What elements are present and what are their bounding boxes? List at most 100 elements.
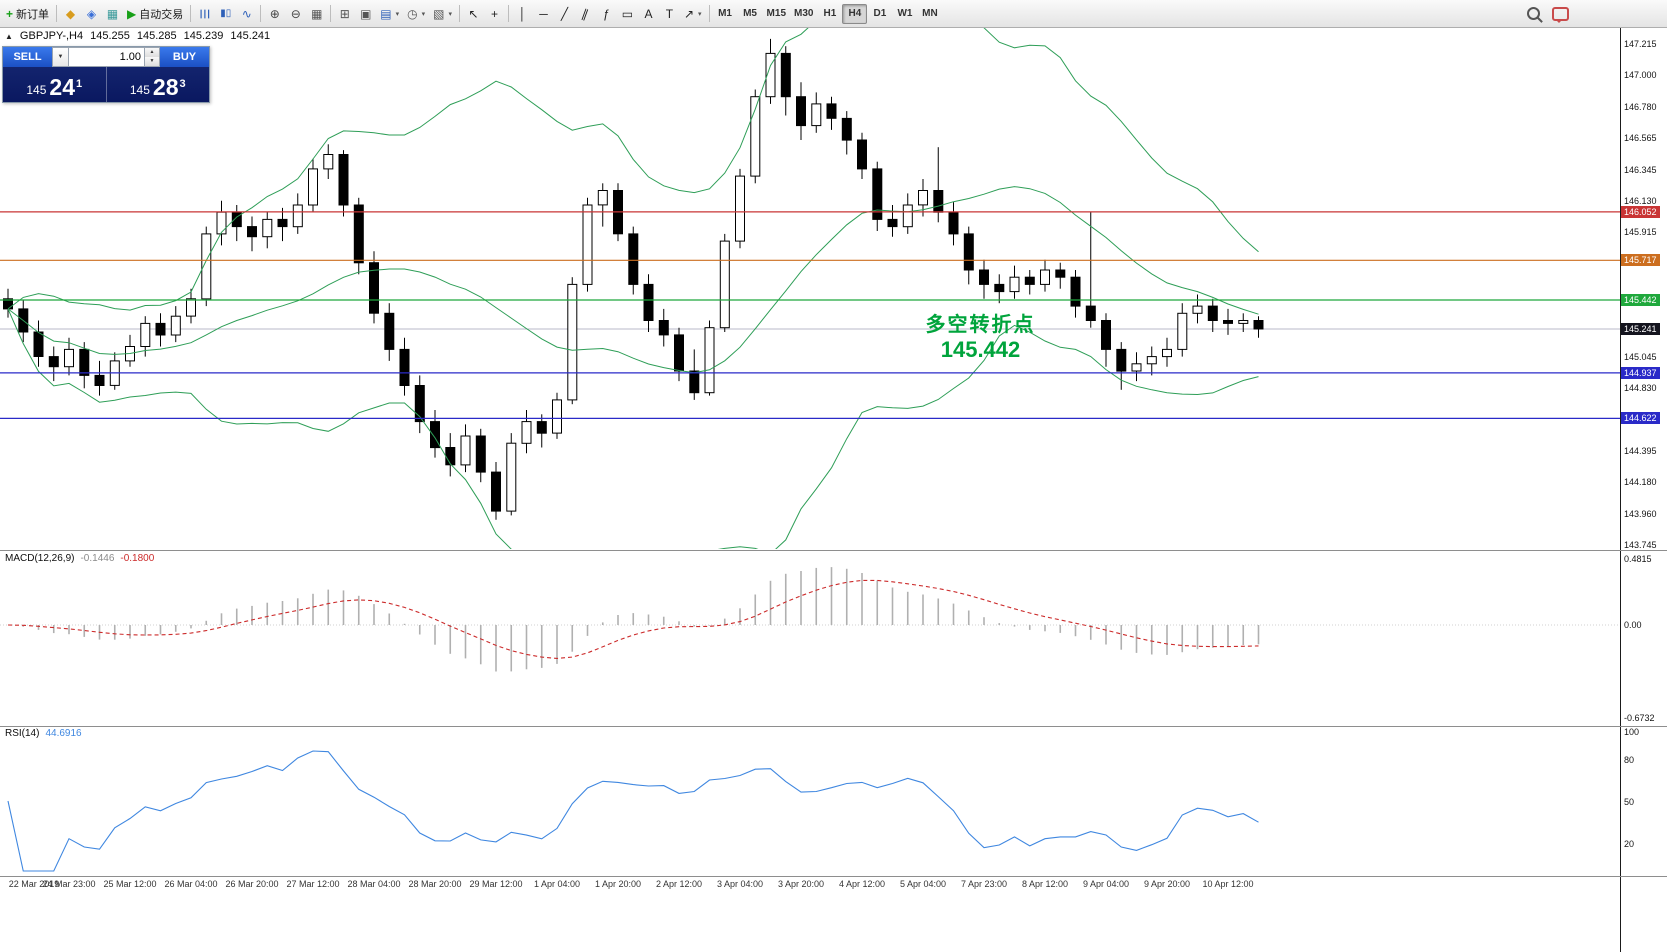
toolbar-separator	[507, 5, 509, 22]
timeframe-w1-button[interactable]: W1	[892, 4, 917, 24]
time-axis-label: 29 Mar 12:00	[469, 879, 522, 889]
text-icon: A	[644, 6, 653, 21]
price-axis-label: 144.180	[1624, 477, 1657, 488]
candle-body	[262, 218, 273, 238]
fibonacci-icon: ƒ	[603, 6, 610, 21]
candle-body	[1116, 348, 1127, 372]
timeframe-mn-button[interactable]: MN	[917, 4, 942, 24]
candle-body	[582, 204, 593, 285]
buy-price-button[interactable]: 145 28 3	[107, 67, 210, 102]
candle-body	[384, 312, 395, 350]
time-axis-label: 1 Apr 04:00	[534, 879, 580, 889]
candle-body	[719, 240, 730, 329]
price-axis-label: 146.345	[1624, 164, 1657, 175]
vertical-line-icon: │	[518, 6, 527, 21]
timeframe-m1-button[interactable]: M1	[713, 4, 738, 24]
zoom-out-icon: ⊖	[290, 6, 301, 21]
timeframe-m30-button[interactable]: M30	[790, 4, 817, 24]
new-order-button[interactable]: + 新订单	[2, 3, 53, 24]
tile-windows-icon[interactable]: ⊞	[334, 3, 355, 24]
chat-icon[interactable]	[1548, 3, 1573, 24]
ohlc-open: 145.255	[90, 30, 130, 42]
volume-up-icon[interactable]: ▲	[145, 48, 159, 57]
fibonacci-icon[interactable]: ƒ	[596, 3, 617, 24]
candle-body	[872, 168, 883, 220]
candle-body	[521, 421, 532, 444]
macd-scale-label: 0.4815	[1624, 554, 1652, 564]
zoom-in-icon[interactable]: ⊕	[264, 3, 285, 24]
sell-button[interactable]: SELL	[3, 47, 52, 67]
candle-body	[338, 154, 349, 206]
market-watch-icon[interactable]: ◆	[60, 3, 81, 24]
trade-panel-price-row: 145 24 1 145 28 3	[3, 67, 209, 102]
horizontal-line-icon[interactable]: ─	[533, 3, 554, 24]
shapes-icon[interactable]: ▭	[617, 3, 638, 24]
cascade-windows-icon: ▣	[360, 6, 372, 21]
trade-panel-top-row: SELL ▼ ▲ ▼ BUY	[3, 47, 209, 67]
price-axis[interactable]: 147.215 147.000 146.780 146.565 146.345 146.1…	[1620, 27, 1667, 952]
autotrading-button[interactable]: ▶ 自动交易	[123, 3, 187, 24]
toolbar-right-group	[1523, 3, 1573, 24]
templates-button[interactable]: ▧ ▾	[429, 3, 456, 24]
zoom-out-icon[interactable]: ⊖	[285, 3, 306, 24]
cascade-windows-icon[interactable]: ▣	[355, 3, 376, 24]
channel-icon: ∥	[580, 5, 591, 22]
candle-body	[704, 327, 715, 394]
sell-price-button[interactable]: 145 24 1	[3, 67, 107, 102]
candle-body	[414, 385, 425, 423]
grid-icon: ▦	[311, 6, 323, 21]
price-axis-label: 146.780	[1624, 101, 1657, 112]
channel-icon[interactable]: ∥	[575, 3, 596, 24]
candle-body	[902, 204, 913, 228]
volume-dropdown[interactable]: ▼	[52, 47, 69, 67]
ohlc-close: 145.241	[230, 30, 271, 42]
horizontal-line-icon: ─	[539, 6, 548, 21]
sell-price-point: 1	[76, 78, 83, 90]
arrows-icon[interactable]: ↗ ▾	[680, 3, 706, 24]
trendline-icon[interactable]: ╱	[554, 3, 575, 24]
navigator-icon: ◈	[86, 6, 97, 21]
candle-body	[780, 52, 791, 98]
grid-icon[interactable]: ▦	[306, 3, 327, 24]
candle-body	[994, 283, 1005, 293]
shapes-icon: ▭	[621, 6, 634, 21]
timeframe-h4-button[interactable]: H4	[842, 3, 868, 24]
text-label-icon[interactable]: T	[659, 3, 680, 24]
time-axis-label: 9 Apr 04:00	[1083, 879, 1129, 889]
timeframe-m15-button[interactable]: M15	[763, 4, 790, 24]
cursor-icon[interactable]: ↖	[463, 3, 484, 24]
buy-price-main: 145	[129, 83, 150, 98]
timeframe-m5-button[interactable]: M5	[738, 4, 763, 24]
bollinger-lower-band	[7, 308, 1259, 549]
text-icon[interactable]: A	[638, 3, 659, 24]
timeframe-d1-button[interactable]: D1	[867, 4, 892, 24]
search-icon[interactable]	[1523, 3, 1544, 24]
trade-panel-toggle-icon[interactable]: ▲	[5, 31, 13, 41]
timeframe-h1-button[interactable]: H1	[817, 4, 842, 24]
rsi-line	[7, 750, 1259, 872]
candlestick-chart-icon[interactable]: ▮▯	[215, 3, 236, 24]
price-axis-label: 147.215	[1624, 39, 1657, 49]
candle-body	[186, 298, 196, 317]
buy-button[interactable]: BUY	[160, 47, 209, 67]
pane-separator[interactable]	[0, 726, 1667, 727]
candle-body	[1238, 320, 1249, 324]
candle-body	[1146, 356, 1157, 365]
toolbar-separator	[56, 5, 58, 22]
vertical-line-icon[interactable]: │	[512, 3, 533, 24]
profiles-button[interactable]: ◷ ▾	[403, 3, 429, 24]
new-chart-button[interactable]: ▤ ▾	[376, 3, 403, 24]
window-icons-group: ◆ ◈ ▦	[60, 3, 123, 24]
volume-input[interactable]	[69, 47, 145, 67]
candle-body	[1177, 312, 1188, 350]
line-chart-icon[interactable]: ∿	[236, 3, 257, 24]
crosshair-icon[interactable]: +	[484, 3, 505, 24]
volume-down-icon[interactable]: ▼	[145, 57, 159, 66]
candle-body	[1192, 305, 1203, 314]
pane-separator[interactable]	[0, 550, 1667, 551]
price-axis-label: 143.745	[1624, 540, 1657, 550]
bar-chart-icon[interactable]: ☰	[194, 3, 215, 24]
terminal-icon[interactable]: ▦	[102, 3, 123, 24]
navigator-icon[interactable]: ◈	[81, 3, 102, 24]
